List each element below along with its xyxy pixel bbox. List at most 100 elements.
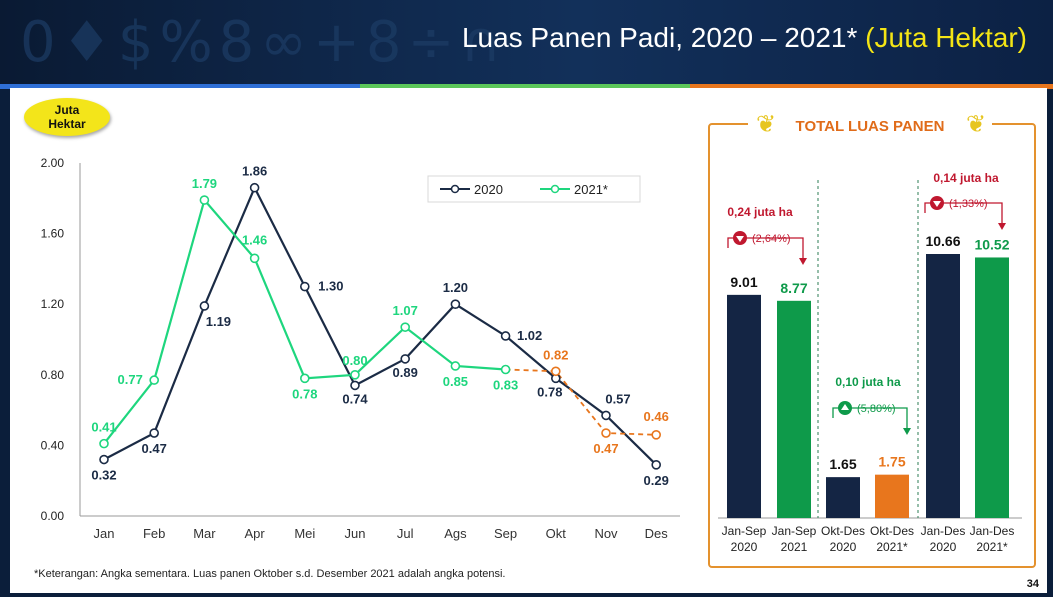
bar-category-label: Jan-Des [921,524,966,538]
bar-value-label: 1.75 [878,454,905,470]
series-2020-data-label: 0.29 [644,473,669,488]
series-2020-point [450,299,461,310]
bar-category-label: Jan-Des [970,524,1015,538]
change-amount-label: 0,14 juta ha [933,171,999,185]
change-amount-label: 0,24 juta ha [727,205,793,219]
series-2021-point [350,369,360,380]
series-2020-point [350,380,360,391]
x-tick-label: Mar [193,526,216,541]
page-title: Luas Panen Padi, 2020 – 2021* (Juta Hekt… [462,22,1027,54]
arrow-glyph [736,236,744,242]
change-bracket-arrowhead [998,223,1006,230]
series-2021-data-label: 1.79 [192,176,217,191]
unit-badge-line2: Hektar [48,117,86,131]
x-tick-label: Jul [397,526,414,541]
series-2021-point [149,375,159,385]
bar-category-year: 2020 [731,540,758,554]
bar-category-label: Jan-Sep [722,524,767,538]
bar-value-label: 8.77 [780,280,807,296]
series-2020-point [199,301,210,311]
series-2020-data-label: 1.02 [517,328,542,343]
series-2020-data-label: 0.89 [393,365,418,380]
change-bracket [727,237,804,260]
series-2021-data-label: 0.82 [543,347,568,362]
series-2021-point [601,428,611,438]
series-2021-point [199,195,210,205]
series-2020-point [400,354,411,364]
x-tick-label: Mei [294,526,315,541]
change-bracket [924,202,1003,225]
series-2020-data-label: 0.78 [537,384,562,399]
total-panel-title: TOTAL LUAS PANEN [748,116,992,138]
bar-value-label: 9.01 [730,274,757,290]
series-2021-point [299,373,310,384]
footnote: *Keterangan: Angka sementara. Luas panen… [34,568,506,580]
series-2020-data-label: 1.30 [318,279,343,294]
bar-category-label: Okt-Des [870,524,914,538]
series-2021-point [249,253,260,264]
series-2020-point [299,281,310,292]
unit-badge: Juta Hektar [24,98,110,136]
series-2021-data-label: 0.41 [91,420,116,435]
x-tick-label: Jun [345,526,366,541]
unit-badge-line1: Juta [54,103,80,117]
series-2021-point [500,364,511,375]
bar-category-year: 2021* [876,540,908,554]
bar-category-year: 2020 [930,540,957,554]
rice-leaf-icon: ❦ [756,111,777,138]
arrow-glyph [841,404,849,410]
series-2021-data-label: 1.07 [393,303,418,318]
legend-label-2021: 2021* [574,182,608,197]
series-2020-line [103,185,657,466]
x-tick-label: Sep [494,526,517,541]
series-2020-point [601,410,611,421]
change-bracket [832,407,908,430]
bar-category-year: 2021 [781,540,808,554]
y-tick-label: 1.60 [41,227,65,241]
legend-label-2020: 2020 [474,182,503,197]
x-tick-label: Feb [143,526,165,541]
change-percent-label: (1,33%) [949,198,988,210]
title-main: Luas Panen Padi, 2020 – 2021* [461,22,858,53]
bar [926,254,960,518]
x-tick-label: Nov [594,526,618,541]
series-2020-point [651,460,662,470]
bar-value-label: 10.66 [925,233,960,249]
change-bracket-arrowhead [903,428,911,435]
series-2020-data-label: 1.20 [443,280,468,295]
series-2021-data-label: 0.80 [342,353,367,368]
series-2021-data-label: 0.78 [292,386,317,401]
arrow-glyph [933,201,941,207]
series-2020-data-label: 0.57 [605,391,630,406]
series-2021-point [550,366,561,377]
series-2020-data-label: 0.74 [342,391,368,406]
series-2021-point [400,322,411,332]
y-tick-label: 0.00 [41,509,65,523]
change-percent-label: (5,80%) [857,403,896,415]
bar-value-label: 1.65 [829,456,856,472]
series-2020-point [99,454,109,465]
series-2021-data-label: 0.46 [644,409,669,424]
series-2021-point [651,430,662,440]
series-2021-point [99,438,109,449]
header-stripe-orange [690,84,1053,89]
bar [875,474,909,518]
series-2021-data-label: 1.46 [242,232,267,247]
bar [777,300,811,518]
x-tick-label: Apr [244,526,265,541]
x-tick-label: Okt [546,526,567,541]
change-bracket-arrowhead [799,258,807,265]
content-panel [10,88,1047,593]
series-2021-point [450,361,461,371]
series-2021-data-label: 0.83 [493,378,518,393]
series-2020-point [500,331,511,341]
y-tick-label: 2.00 [41,156,65,170]
change-percent-label: (2,64%) [752,233,791,245]
series-2021-data-label: 0.47 [593,441,618,456]
change-amount-label: 0,10 juta ha [835,375,901,389]
header-decoration: 0♦$%8∞+8÷∩ [20,10,508,75]
header-stripe-green [360,84,690,89]
series-2020-data-label: 0.32 [91,468,116,483]
y-tick-label: 0.40 [41,438,65,452]
y-tick-label: 0.80 [41,368,65,382]
